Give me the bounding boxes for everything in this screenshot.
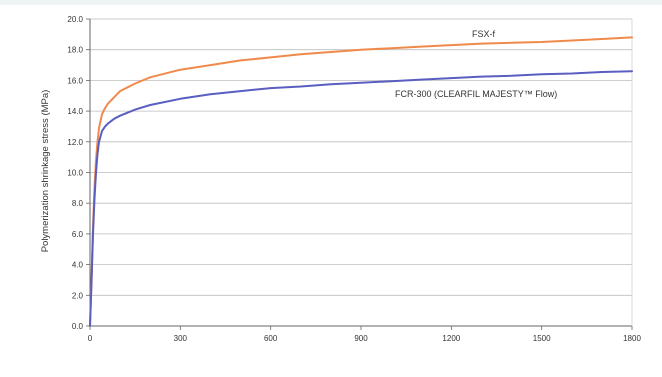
y-tick-label: 0.0 [72,322,84,331]
y-tick-label: 14.0 [67,107,83,116]
label-layer: 0.0 2.0 4.0 6.0 8.0 10.0 12.0 14.0 16.0 18.0 20.0 0… [67,15,641,343]
x-tick-label: 1200 [442,334,460,343]
y-tick-label: 18.0 [67,46,83,55]
x-tick-label: 0 [88,334,93,343]
y-tick-label: 8.0 [72,199,84,208]
x-tick-label: 600 [264,334,278,343]
y-tick-label: 10.0 [67,169,83,178]
series-label-fcr-300: FCR-300 (CLEARFIL MAJESTY™ Flow) [395,89,557,99]
series-line-2 [89,70,633,327]
x-tick-label: 300 [174,334,188,343]
y-tick-label: 12.0 [67,138,83,147]
axis-layer [86,18,633,330]
y-axis-title: Polymerization shrinkage stress (MPa) [40,90,51,253]
y-tick-label: 4.0 [72,261,84,270]
series-label-fsx-f: FSX-f [472,29,496,39]
top-band [0,0,662,5]
y-tick-label: 2.0 [72,291,84,300]
x-tick-label: 1500 [533,334,551,343]
x-tick-label: 900 [354,334,368,343]
y-tick-label: 6.0 [72,230,84,239]
series-line-1 [89,36,633,327]
series-layer [89,36,633,327]
x-tick-label: 1800 [623,334,641,343]
y-tick-label: 20.0 [67,15,83,24]
y-tick-label: 16.0 [67,76,83,85]
grid-layer [90,18,632,327]
